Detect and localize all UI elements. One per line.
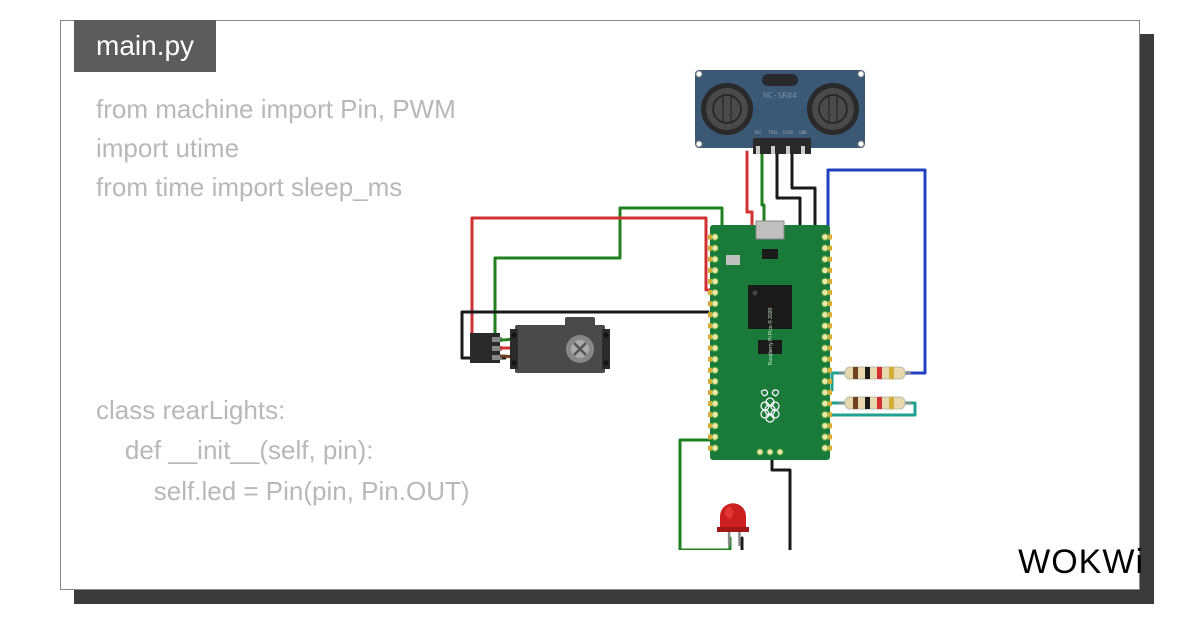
red-led <box>717 503 749 546</box>
raspberry-pi-pico: Raspberry Pi Pico © 2020 <box>708 221 832 460</box>
r1-left <box>832 373 845 390</box>
code-line: from machine import Pin, PWM <box>96 90 456 129</box>
code-block-class: class rearLights: def __init__(self, pin… <box>96 390 470 511</box>
code-block-imports: from machine import Pin, PWM import utim… <box>96 90 456 207</box>
svg-text:HC-SR04: HC-SR04 <box>763 91 797 100</box>
sensor-vcc <box>747 152 752 225</box>
circuit-diagram: HC-SR04 VCC TRIG ECHO GND Raspberry Pi Pico ©… <box>450 70 1100 550</box>
file-tab[interactable]: main.py <box>74 20 216 72</box>
servo-sig <box>495 208 722 338</box>
resistor-2 <box>839 397 911 409</box>
sensor-gnd <box>792 152 815 225</box>
r1-to-pico <box>828 170 925 373</box>
code-line: self.led = Pin(pin, Pin.OUT) <box>96 471 470 511</box>
sensor-trig <box>762 152 764 225</box>
code-line: def __init__(self, pin): <box>96 430 470 470</box>
servo-motor <box>470 317 610 373</box>
svg-text:TRIG: TRIG <box>768 130 778 135</box>
code-line: import utime <box>96 129 456 168</box>
wokwi-logo: WOKWi <box>1018 543 1144 582</box>
svg-text:Raspberry Pi Pico © 2020: Raspberry Pi Pico © 2020 <box>767 307 774 365</box>
led-cathode <box>742 458 790 550</box>
svg-text:GND: GND <box>799 130 807 135</box>
hcsr04-sensor: HC-SR04 VCC TRIG ECHO GND <box>695 70 865 154</box>
code-line: class rearLights: <box>96 390 470 430</box>
svg-text:ECHO: ECHO <box>783 130 793 135</box>
resistor-1 <box>839 367 911 379</box>
svg-text:VCC: VCC <box>754 130 762 135</box>
code-line: from time import sleep_ms <box>96 168 456 207</box>
